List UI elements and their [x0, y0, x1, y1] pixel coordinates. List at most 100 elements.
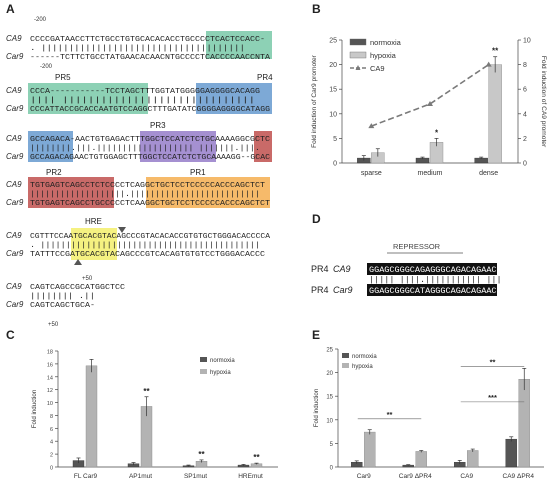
- bar-hypoxia: [364, 431, 376, 468]
- alignment-match-line: |||||||||||||||||||.||||||||||||||||||||…: [30, 191, 260, 199]
- y-tick-label: 10: [329, 111, 337, 118]
- legend-swatch: [200, 369, 207, 374]
- car9-sequence-line: CCCATTACCGCACCAATGTCCAGGCTTTGATATCGGGGAG…: [30, 106, 270, 114]
- car9-sequence-line: TGTGAGTCAGCCTGCCCCCTCAAGGCTGCTCCTCCCCCAC…: [30, 200, 270, 208]
- y-tick-label: 10: [47, 401, 53, 407]
- pr4-ca9-seq: GGAGCGGGCAGAGGGCAGACAGAAC: [369, 265, 497, 275]
- legend-label: normoxia: [210, 358, 235, 364]
- alignment-match-line: ||||||||.|||.||||||||||||||||||| |||||||…: [30, 145, 260, 153]
- pr4-car9-seq-bg: [367, 284, 497, 296]
- significance-label: **: [198, 450, 205, 459]
- bar-normoxia: [505, 438, 517, 468]
- y-tick-label: 20: [326, 371, 333, 377]
- legend-swatch: [200, 357, 207, 362]
- pr4-highlight-2: [28, 131, 73, 162]
- y-tick-label: 5: [333, 136, 337, 143]
- y-axis-label: Fold induction of Car9 promoter: [311, 54, 318, 148]
- line-ca9: [371, 63, 490, 127]
- pr2-label: PR2: [46, 168, 62, 177]
- ca9-sequence-line: CGTTTCCAATGCACGTACAGCCCGTACACACCGTGTGCTG…: [30, 233, 270, 241]
- species-label-ca9: CA9: [6, 180, 22, 189]
- y-tick-label: 15: [326, 395, 333, 401]
- y-tick-label: 8: [50, 414, 53, 420]
- ca9-sequence-line: CCCCGATAACCTTCTGCCTGTGCACACACCTGCCCCTCAC…: [30, 36, 265, 44]
- y-tick-label-right: 8: [523, 62, 527, 69]
- ca9-sequence-line: TGTGAGTCAGCCTCTCCCCTCAGGCTGCTCCTCCCCCACC…: [30, 182, 265, 190]
- species-label-ca9: CA9: [6, 134, 22, 143]
- pr5-highlight: [28, 83, 148, 114]
- x-category-label: medium: [418, 170, 443, 177]
- y-tick-label: 6: [50, 427, 53, 433]
- y-tick-label-right: 4: [523, 111, 527, 118]
- legend-swatch: [342, 353, 349, 358]
- species-label-car9: Car9: [6, 198, 24, 207]
- pr5-label: PR5: [55, 73, 71, 82]
- legend-label: hypoxia: [370, 51, 397, 60]
- species-label-ca9: CA9: [6, 86, 22, 95]
- y-tick-label: 14: [47, 375, 53, 381]
- sequence-alignment-panel: -200 -200 PR5 PR4 PR3 PR2 PR1 HRE +50 +5…: [6, 17, 273, 328]
- x-category-label: AP1mut: [129, 473, 152, 480]
- pr4-highlight: [196, 83, 272, 114]
- position-start-car9: -200: [40, 64, 53, 70]
- ca9-sequence-line: GCCAGACA-AACTGTGAGACTTTGGCTCCATCTCTGCAAA…: [30, 136, 270, 144]
- pr4-car9-seq: GGAGCGGGCATAGGGCAGACAGAAC: [369, 286, 497, 296]
- pr1-highlight: [146, 177, 270, 208]
- y-tick-label: 2: [50, 453, 53, 459]
- pr2-highlight-right: [254, 131, 272, 162]
- pr4-ca9-seq-bg: [367, 263, 497, 275]
- legend-label: normoxia: [352, 354, 377, 360]
- pr1-label: PR1: [190, 168, 206, 177]
- pr4-match-line: ||||| ||||.||||||||||| |||: [369, 275, 502, 285]
- species-label-car9: Car9: [6, 300, 24, 309]
- chart-c: 0 2 4 6 8 10 12 14 16 18 Fold induction FL Car9 AP1m…: [31, 350, 278, 480]
- repressor-label: REPRESSOR: [393, 242, 441, 251]
- legend-marker: [355, 65, 361, 70]
- alignment-match-line: . |||||||||||||||||||||||||||||||||||||: [30, 45, 245, 53]
- significance-label: **: [492, 47, 499, 56]
- ca9-point: [485, 61, 492, 67]
- chart-e: 0 5 10 15 20 25 Fold induction Car9 Car9 ΔPR4 CA9…: [313, 348, 544, 480]
- y-tick-label-right: 6: [523, 87, 527, 94]
- significance-label: **: [387, 410, 393, 419]
- x-category-label: dense: [479, 170, 498, 177]
- bar-hypoxia: [488, 64, 502, 164]
- hre-arrow-top-icon: [118, 227, 126, 233]
- legend-swatch: [349, 51, 367, 59]
- species-label-car9: Car9: [6, 152, 24, 161]
- species-label-ca9: CA9: [6, 231, 22, 240]
- legend-swatch: [349, 38, 367, 46]
- x-category-label: HREmut: [238, 473, 263, 480]
- ca9-sequence-line: CAGTCAGCCGCATGGCTCC: [30, 284, 125, 292]
- y-tick-label: 10: [326, 418, 333, 424]
- bar-hypoxia: [85, 365, 98, 468]
- pr2-highlight: [28, 177, 114, 208]
- repressor-alignment-panel: REPRESSOR PR4 CA9 GGAGCGGGCAGAGGGCAGACAG…: [311, 242, 502, 296]
- ca9-point: [427, 100, 433, 106]
- alignment-match-line: |||| ||||||||||||||||||||||||||||||: [30, 97, 255, 105]
- pr3-highlight: [140, 131, 216, 162]
- y-tick-label: 4: [50, 440, 53, 446]
- species-label-car9: Car9: [6, 249, 24, 258]
- position-start-ca9: -200: [34, 17, 47, 23]
- y-tick-label: 12: [47, 388, 53, 394]
- y-tick-label: 5: [330, 442, 334, 448]
- ca9-sequence-line: CCCA-----------TCCTAGCTTTGGTATGGGGGAGGGG…: [30, 88, 260, 96]
- car9-sequence-line: TATTTCCGATGCACGTACAGCCCGTCACAGTGTGTCCTGG…: [30, 251, 265, 259]
- pr3-label: PR3: [150, 121, 166, 130]
- significance-label: *: [435, 128, 439, 137]
- panel-label-d: D: [312, 212, 321, 226]
- bar-hypoxia: [467, 450, 479, 468]
- position-end-ca9: +50: [82, 276, 93, 282]
- alignment-match-line: . ||||||||||||||||||||||||||||||||||||||…: [30, 242, 260, 250]
- y-tick-label-right: 0: [523, 161, 527, 168]
- hre-highlight: [71, 228, 117, 260]
- hre-label: HRE: [85, 217, 102, 226]
- y-tick-label-right: 10: [523, 38, 531, 45]
- bar-hypoxia: [518, 379, 530, 468]
- species-label-car9: Car9: [6, 52, 24, 61]
- significance-label: **: [490, 357, 496, 366]
- y-tick-label: 25: [326, 348, 333, 354]
- car9-sequence-line: ------TCTTCTGCCTATGAACACAACNTGCCCCTCACCC…: [30, 54, 270, 62]
- y-axis-label: Fold induction: [313, 388, 320, 427]
